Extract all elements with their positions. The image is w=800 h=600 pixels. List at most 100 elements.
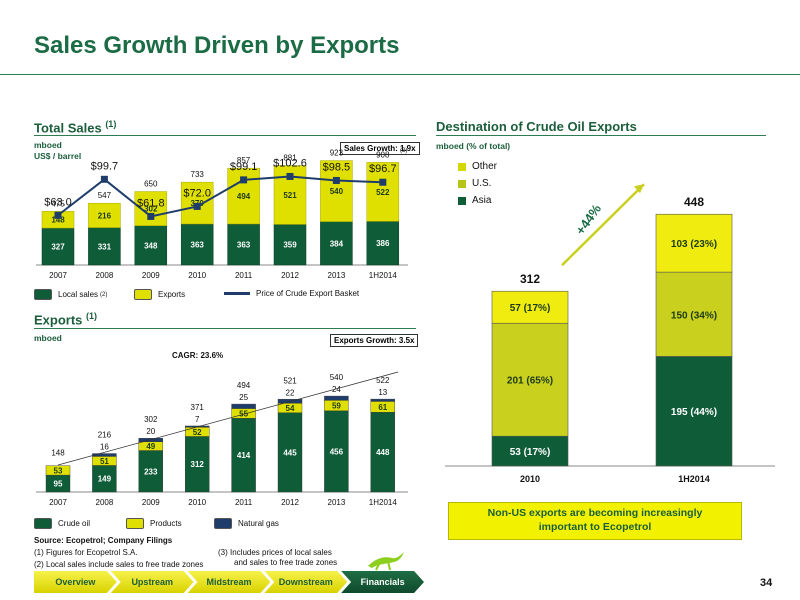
legend-label-gas: Natural gas <box>238 519 279 528</box>
exports-title-text: Exports <box>34 312 83 328</box>
exports-unit: mboed <box>34 333 62 343</box>
exports-cagr-label: CAGR: 23.6% <box>172 351 224 360</box>
local-sales-value: 363 <box>237 240 251 249</box>
exports-value: 148 <box>51 216 65 225</box>
legend-swatch-us <box>458 179 466 188</box>
exports-legend-gas: Natural gas <box>214 518 279 529</box>
exports-total-value: 522 <box>376 376 390 385</box>
natural-gas-bar <box>231 403 256 409</box>
total-sales-legend-price: Price of Crude Export Basket <box>224 289 359 298</box>
price-label: $61.8 <box>137 197 165 209</box>
crude-oil-value: 233 <box>144 467 158 476</box>
us-bar <box>491 322 569 437</box>
legend-label-price: Price of Crude Export Basket <box>256 289 360 298</box>
local-sales-bar <box>320 221 353 266</box>
crude-oil-bar <box>277 412 303 493</box>
sales-x-tick: 2007 <box>49 271 67 280</box>
crude-oil-bar <box>92 465 117 493</box>
crude-oil-value: 95 <box>54 480 63 489</box>
exports-rule <box>34 328 416 329</box>
local-sales-value: 384 <box>330 239 344 248</box>
price-label: $102.6 <box>273 157 307 169</box>
exports-bar <box>320 160 353 222</box>
exports-total-value: 521 <box>283 376 297 385</box>
exports-x-tick: 2009 <box>142 498 160 507</box>
price-marker <box>193 202 201 210</box>
total-sales-value: 857 <box>237 156 251 165</box>
exports-total-value: 494 <box>237 381 251 390</box>
legend-swatch-gas <box>214 518 232 529</box>
exports-growth-badge: Exports Growth: 3.5x <box>330 334 419 347</box>
asia-bar <box>655 356 733 467</box>
legend-swatch-other <box>458 162 466 171</box>
nav-tab-upstream[interactable]: Upstream <box>110 571 194 593</box>
exports-x-tick: 2012 <box>281 498 299 507</box>
products-value: 53 <box>54 466 63 475</box>
source-note: Source: Ecopetrol; Company Filings <box>34 536 173 545</box>
nav-tab-downstream[interactable]: Downstream <box>264 571 348 593</box>
price-label: $99.7 <box>91 160 119 172</box>
total-sales-value: 881 <box>283 154 297 163</box>
exports-total-value: 540 <box>330 373 344 382</box>
sales-growth-badge: Sales Growth: 1.9x <box>340 142 420 155</box>
legend-line-price <box>224 292 250 295</box>
exports-x-tick: 1H2014 <box>369 498 398 507</box>
natural-gas-value: 25 <box>239 393 248 402</box>
exports-total-value: 302 <box>144 415 158 424</box>
total-sales-unit-volume: mboed <box>34 140 62 150</box>
crude-oil-value: 149 <box>98 475 112 484</box>
price-label: $96.7 <box>369 163 397 175</box>
total-sales-legend-local: Local sales (2) <box>34 289 107 300</box>
legend-label-local: Local sales <box>58 290 99 299</box>
local-sales-value: 331 <box>98 242 112 251</box>
crude-oil-value: 456 <box>330 447 344 456</box>
exports-title-note: (1) <box>86 311 98 321</box>
sales-x-tick: 2009 <box>142 271 160 280</box>
natural-gas-bar <box>370 398 395 402</box>
destination-total-value: 448 <box>684 195 704 209</box>
sales-x-tick: 2013 <box>328 271 346 280</box>
local-sales-value: 348 <box>144 241 158 250</box>
natural-gas-value: 16 <box>100 443 109 452</box>
destination-title: Destination of Crude Oil Exports <box>436 119 637 134</box>
cagr-arrow <box>57 371 399 466</box>
legend-label-us: U.S. <box>472 178 492 189</box>
legend-label-exports: Exports <box>158 290 186 299</box>
crude-oil-bar <box>370 412 395 493</box>
products-value: 59 <box>332 402 341 411</box>
exports-title: Exports (1) <box>34 311 97 327</box>
legend-label-products: Products <box>150 519 182 528</box>
nav-tab-overview[interactable]: Overview <box>34 571 117 593</box>
page-number: 34 <box>760 577 773 589</box>
local-sales-bar <box>180 223 214 266</box>
exports-x-tick: 2013 <box>328 498 346 507</box>
nav-tab-midstream[interactable]: Midstream <box>187 571 271 593</box>
sales-x-tick: 1H2014 <box>369 271 398 280</box>
footnote-3-line-1: (3) Includes prices of local sales <box>218 548 332 557</box>
callout-line-1: Non-US exports are becoming increasingly <box>487 507 703 520</box>
price-marker <box>54 211 62 219</box>
natural-gas-value: 7 <box>195 415 200 424</box>
price-marker <box>100 175 108 183</box>
nav-tab-financials[interactable]: Financials <box>341 571 424 593</box>
legend-label-other: Other <box>472 161 498 172</box>
page-title: Sales Growth Driven by Exports <box>34 32 400 59</box>
growth-arrow <box>561 183 645 267</box>
crude-oil-value: 312 <box>191 460 205 469</box>
destination-rule <box>436 135 766 136</box>
asia-value: 195 (44%) <box>671 407 717 418</box>
total-sales-rule <box>34 135 416 136</box>
exports-legend-products: Products <box>126 518 182 529</box>
price-marker <box>240 176 248 184</box>
us-value: 150 (34%) <box>671 310 717 321</box>
destination-x-tick: 1H2014 <box>678 474 710 484</box>
destination-legend-asia: Asia <box>458 195 491 206</box>
total-sales-legend-exports: Exports <box>134 289 185 300</box>
footnote-2: (2) Local sales include sales to free tr… <box>34 560 204 569</box>
destination-x-tick: 2010 <box>520 474 540 484</box>
exports-value: 521 <box>283 191 297 200</box>
sales-x-tick: 2012 <box>281 271 299 280</box>
